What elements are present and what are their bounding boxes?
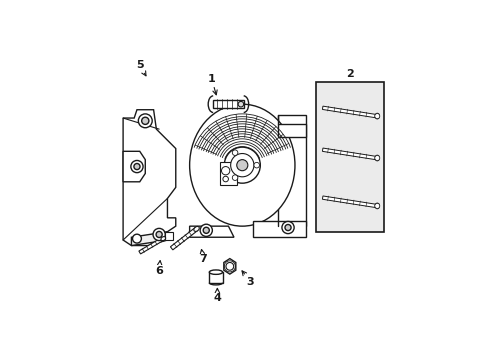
Polygon shape [322, 148, 375, 159]
Polygon shape [278, 123, 305, 138]
Ellipse shape [374, 155, 379, 161]
Circle shape [203, 227, 209, 233]
Polygon shape [322, 106, 375, 118]
Polygon shape [278, 115, 305, 226]
Circle shape [223, 176, 228, 182]
Circle shape [232, 150, 237, 156]
Text: 4: 4 [213, 288, 221, 303]
Ellipse shape [193, 226, 199, 231]
Circle shape [221, 167, 229, 175]
Text: 5: 5 [136, 60, 146, 76]
Circle shape [374, 114, 379, 118]
Text: 7: 7 [199, 249, 207, 264]
Circle shape [374, 203, 379, 208]
Circle shape [131, 161, 143, 173]
Circle shape [230, 153, 253, 177]
Bar [315, 82, 383, 232]
Circle shape [282, 221, 293, 234]
Ellipse shape [161, 237, 165, 240]
Circle shape [236, 159, 247, 171]
Polygon shape [213, 100, 243, 108]
Circle shape [225, 262, 233, 270]
Circle shape [285, 225, 290, 231]
Polygon shape [170, 228, 197, 250]
Ellipse shape [374, 203, 379, 209]
Circle shape [156, 231, 162, 238]
Circle shape [134, 163, 140, 170]
Circle shape [224, 147, 260, 183]
Polygon shape [164, 232, 173, 240]
Polygon shape [224, 258, 235, 274]
Polygon shape [220, 162, 236, 185]
Polygon shape [139, 237, 164, 254]
Circle shape [142, 117, 148, 125]
Polygon shape [189, 226, 233, 237]
Circle shape [153, 228, 165, 240]
Circle shape [200, 224, 212, 237]
Circle shape [132, 234, 141, 243]
Polygon shape [322, 196, 375, 208]
Circle shape [253, 162, 259, 168]
Text: 2: 2 [346, 69, 353, 79]
Bar [209, 272, 222, 283]
Ellipse shape [189, 104, 294, 226]
Ellipse shape [374, 113, 379, 119]
Polygon shape [253, 221, 305, 237]
Ellipse shape [209, 270, 222, 274]
Polygon shape [123, 151, 145, 182]
Circle shape [138, 114, 152, 128]
Polygon shape [123, 110, 175, 246]
Text: 1: 1 [207, 74, 217, 95]
Circle shape [238, 102, 243, 107]
Text: 6: 6 [155, 261, 163, 275]
Circle shape [232, 175, 237, 180]
Circle shape [374, 156, 379, 161]
Text: 3: 3 [242, 271, 254, 287]
Polygon shape [131, 232, 167, 246]
